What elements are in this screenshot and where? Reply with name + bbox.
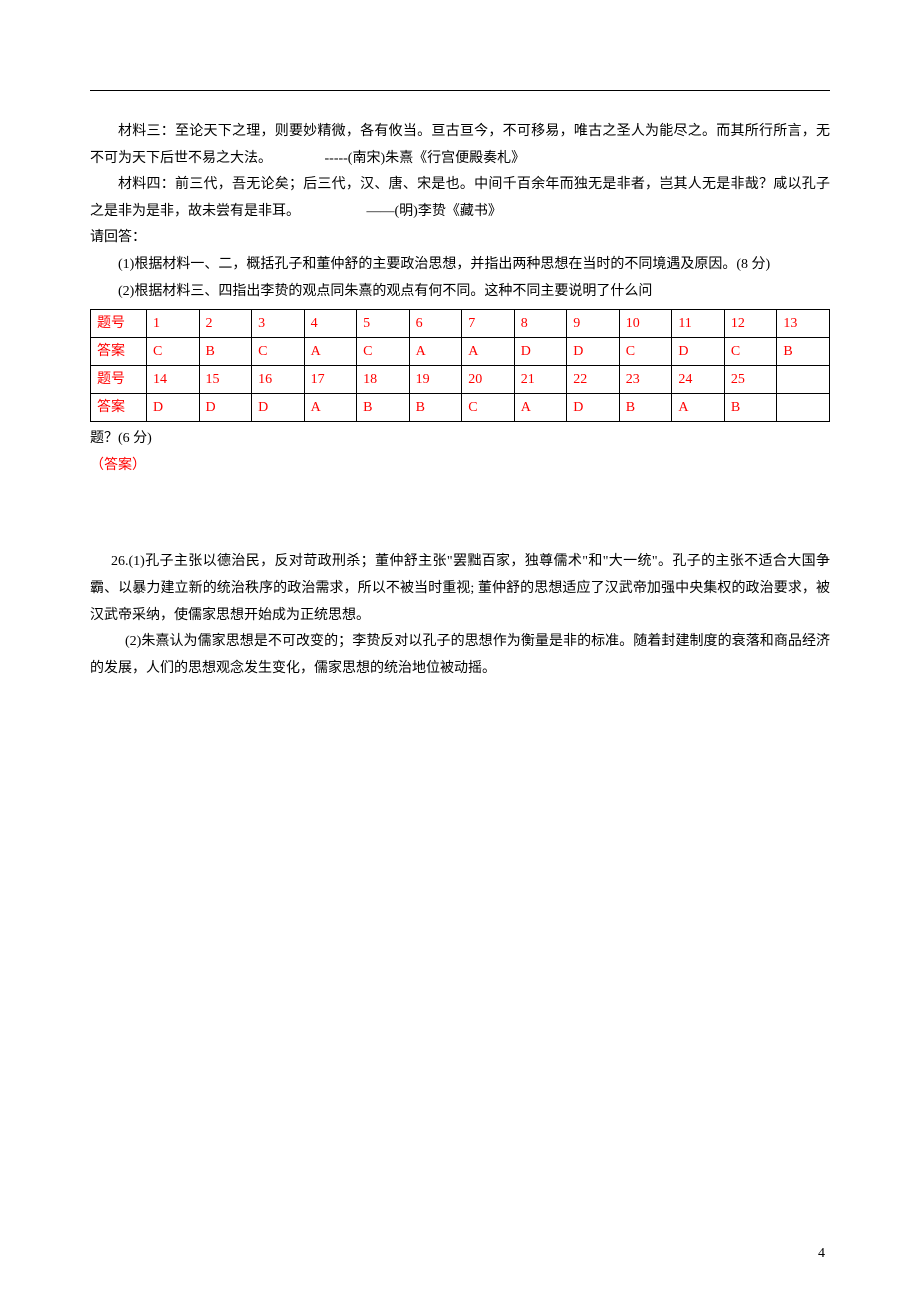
cell: A [304,394,357,422]
answer-26-2: (2)朱熹认为儒家思想是不可改变的；李贽反对以孔子的思想作为衡量是非的标准。随着… [90,629,830,682]
material-4: 材料四：前三代，吾无论矣；后三代，汉、唐、宋是也。中间千百余年而独无是非者，岂其… [90,172,830,225]
answer-26-1: 26.(1)孔子主张以德治民，反对苛政刑杀；董仲舒主张"罢黜百家，独尊儒术"和"… [90,549,830,629]
material-3: 材料三：至论天下之理，则要妙精微，各有攸当。亘古亘今，不可移易，唯古之圣人为能尽… [90,119,830,172]
cell: C [147,338,200,366]
answer-block: 26.(1)孔子主张以德治民，反对苛政刑杀；董仲舒主张"罢黜百家，独尊儒术"和"… [90,549,830,682]
cell: A [462,338,515,366]
cell: B [777,338,830,366]
cell: C [724,338,777,366]
table-row: 题号 1 2 3 4 5 6 7 8 9 10 11 12 13 [91,310,830,338]
cell: 2 [199,310,252,338]
cell: B [619,394,672,422]
cell: 11 [672,310,725,338]
cell: A [514,394,567,422]
cell: D [147,394,200,422]
answer-label: （答案） [90,453,830,480]
cell: 14 [147,366,200,394]
cell: 13 [777,310,830,338]
cell: B [724,394,777,422]
page-number: 4 [818,1246,825,1262]
cell: D [514,338,567,366]
row-label-q1: 题号 [91,310,147,338]
cell: 16 [252,366,305,394]
table-row: 题号 14 15 16 17 18 19 20 21 22 23 24 25 [91,366,830,394]
material-3-attr: -----(南宋)朱熹《行宫便殿奏札》 [297,146,526,173]
question-1: (1)根据材料一、二，概括孔子和董仲舒的主要政治思想，并指出两种思想在当时的不同… [90,252,830,279]
cell: 7 [462,310,515,338]
cell: 21 [514,366,567,394]
cell: 18 [357,366,410,394]
cell: 17 [304,366,357,394]
cell: B [409,394,462,422]
cell: 25 [724,366,777,394]
cell: 24 [672,366,725,394]
page-container: 材料三：至论天下之理，则要妙精微，各有攸当。亘古亘今，不可移易，唯古之圣人为能尽… [0,0,920,682]
cell: 12 [724,310,777,338]
row-label-a1: 答案 [91,338,147,366]
table-row: 答案 C B C A C A A D D C D C B [91,338,830,366]
cell: B [199,338,252,366]
please-answer: 请回答： [90,225,830,252]
table-row: 答案 D D D A B B C A D B A B [91,394,830,422]
cell: C [357,338,410,366]
cell: D [199,394,252,422]
cell: 10 [619,310,672,338]
cell: 8 [514,310,567,338]
row-label-q2: 题号 [91,366,147,394]
cell: C [252,338,305,366]
cell: B [357,394,410,422]
cell: D [567,338,620,366]
top-rule [90,90,830,91]
cell: C [462,394,515,422]
cell: D [672,338,725,366]
cell: 1 [147,310,200,338]
cell [777,366,830,394]
cell: 20 [462,366,515,394]
cell: C [619,338,672,366]
question-2-cont: 题？(6 分) [90,426,830,453]
material-4-attr: ——(明)李贽《藏书》 [339,199,502,226]
cell: 3 [252,310,305,338]
row-label-a2: 答案 [91,394,147,422]
cell: 23 [619,366,672,394]
question-2: (2)根据材料三、四指出李贽的观点同朱熹的观点有何不同。这种不同主要说明了什么问 [90,279,830,306]
cell: A [304,338,357,366]
cell [777,394,830,422]
cell: 5 [357,310,410,338]
cell: D [252,394,305,422]
cell: 19 [409,366,462,394]
cell: 15 [199,366,252,394]
cell: A [409,338,462,366]
cell: D [567,394,620,422]
cell: A [672,394,725,422]
cell: 6 [409,310,462,338]
cell: 4 [304,310,357,338]
answer-key-table: 题号 1 2 3 4 5 6 7 8 9 10 11 12 13 答案 C B … [90,309,830,422]
cell: 9 [567,310,620,338]
cell: 22 [567,366,620,394]
